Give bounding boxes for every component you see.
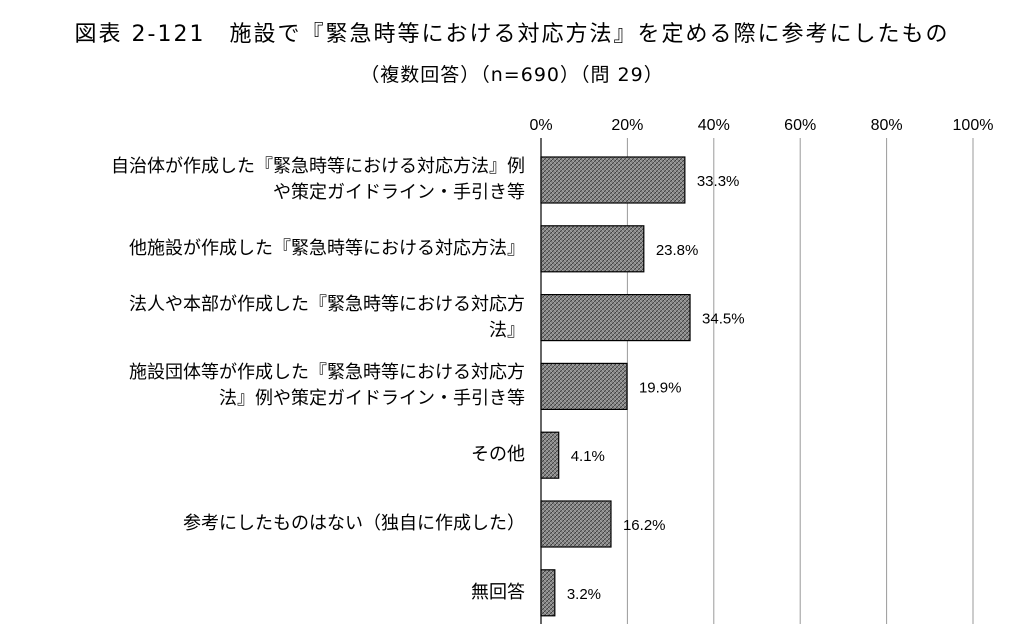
value-label: 33.3%: [697, 173, 740, 190]
bar: [540, 156, 686, 204]
bar: [540, 431, 560, 479]
value-label: 19.9%: [639, 379, 682, 396]
bar: [540, 569, 556, 617]
category-label: 参考にしたものはない（独自に作成した）: [45, 511, 525, 537]
category-label-line: 自治体が作成した『緊急時等における対応方法』例: [111, 156, 525, 177]
x-tick-label: 100%: [953, 117, 994, 134]
category-label-line: 無回答: [471, 581, 525, 603]
category-label: 法人や本部が作成した『緊急時等における対応方法』: [45, 292, 525, 344]
bar: [540, 362, 628, 410]
value-label: 4.1%: [571, 448, 605, 465]
bars: [540, 156, 691, 617]
category-label: 自治体が作成した『緊急時等における対応方法』例や策定ガイドライン・手引き等: [45, 154, 525, 206]
chart-subtitle: （複数回答）（n=690）（問 29）: [360, 64, 664, 86]
value-label: 23.8%: [656, 242, 699, 259]
x-tick-label: 80%: [871, 117, 903, 134]
bar: [540, 500, 612, 548]
x-axis-ticks: 0% 20% 40% 60% 80% 100%: [529, 117, 993, 134]
category-label-line: や策定ガイドライン・手引き等: [273, 182, 525, 203]
category-label-line: 法』例や策定ガイドライン・手引き等: [219, 388, 525, 410]
category-label-line: 施設団体等が作成した『緊急時等における対応方: [129, 362, 525, 384]
x-tick-label: 40%: [698, 117, 730, 134]
category-label: 施設団体等が作成した『緊急時等における対応方法』例や策定ガイドライン・手引き等: [45, 360, 525, 412]
category-label: その他: [45, 442, 525, 468]
bar: [540, 294, 691, 342]
chart-title: 図表 2-121 施設で『緊急時等における対応方法』を定める際に参考にしたもの: [74, 22, 950, 47]
category-label-line: 参考にしたものはない（独自に作成した）: [183, 513, 525, 534]
category-label-line: 他施設が作成した『緊急時等における対応方法』: [129, 237, 525, 259]
value-labels: 33.3% 23.8% 34.5% 19.9% 4.1% 16.2% 3.2%: [567, 173, 745, 603]
category-label: 他施設が作成した『緊急時等における対応方法』: [45, 236, 525, 262]
value-label: 3.2%: [567, 586, 601, 603]
x-tick-label: 60%: [784, 117, 816, 134]
value-label: 34.5%: [702, 311, 745, 328]
x-tick-label: 0%: [529, 117, 552, 134]
category-label-line: 法』: [489, 319, 525, 341]
x-tick-label: 20%: [611, 117, 643, 134]
category-label-line: 法人や本部が作成した『緊急時等における対応方: [129, 293, 525, 315]
value-label: 16.2%: [623, 517, 666, 534]
category-label-line: その他: [471, 444, 525, 466]
category-label: 無回答: [45, 580, 525, 606]
bar: [540, 225, 645, 273]
